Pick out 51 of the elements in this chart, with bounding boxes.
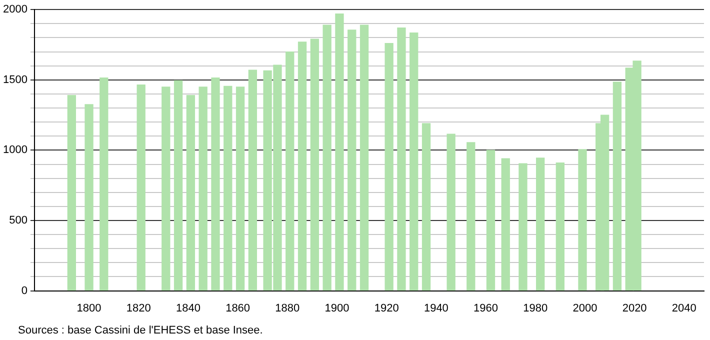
y-tick-label: 1500 [2, 74, 28, 86]
y-tick-label: 0 [21, 284, 28, 297]
bar [556, 162, 565, 291]
x-tick-label: 1960 [474, 302, 498, 314]
bar [348, 30, 356, 291]
x-tick-label: 1980 [523, 302, 548, 314]
bar [466, 142, 476, 291]
x-tick-label: 2000 [572, 302, 598, 314]
x-tick-label: 1920 [374, 302, 399, 314]
x-tick-label: 2040 [672, 302, 696, 314]
bar [310, 38, 320, 291]
x-tick-label: 1900 [324, 302, 350, 314]
x-tick-label: 1940 [424, 302, 448, 314]
bar [67, 95, 76, 291]
x-tick-label: 1820 [126, 302, 151, 314]
bar [410, 32, 418, 291]
bar [422, 123, 431, 291]
bar [612, 82, 622, 291]
bar [100, 77, 108, 291]
x-tick-label: 1880 [275, 302, 300, 314]
x-tick-label: 1800 [76, 302, 102, 314]
x-tick-label: 1840 [176, 302, 200, 314]
bar [322, 24, 332, 291]
bar [501, 158, 510, 291]
bar [578, 149, 587, 291]
bar [186, 95, 196, 291]
bar [397, 28, 406, 291]
bar [486, 150, 496, 291]
bar [224, 86, 232, 291]
bar [286, 51, 294, 291]
bar [211, 77, 220, 291]
y-tick-label: 1000 [2, 144, 28, 156]
bar [360, 24, 369, 291]
bar [174, 80, 183, 291]
x-tick-label: 1860 [226, 302, 250, 314]
bar [136, 84, 146, 291]
bar [84, 104, 94, 291]
source-note: Sources : base Cassini de l'EHESS et base Insee. [18, 324, 263, 337]
bar [248, 70, 258, 291]
bar [536, 158, 545, 291]
bar [384, 43, 394, 291]
bar [198, 86, 208, 291]
bar [518, 163, 528, 291]
y-tick-label: 2000 [2, 4, 28, 16]
bar [335, 13, 344, 291]
y-tick-label: 500 [9, 214, 28, 227]
bar [162, 86, 170, 291]
bar [298, 42, 307, 291]
x-tick-label: 2020 [622, 302, 647, 314]
bar [446, 134, 456, 291]
bar [236, 86, 245, 291]
